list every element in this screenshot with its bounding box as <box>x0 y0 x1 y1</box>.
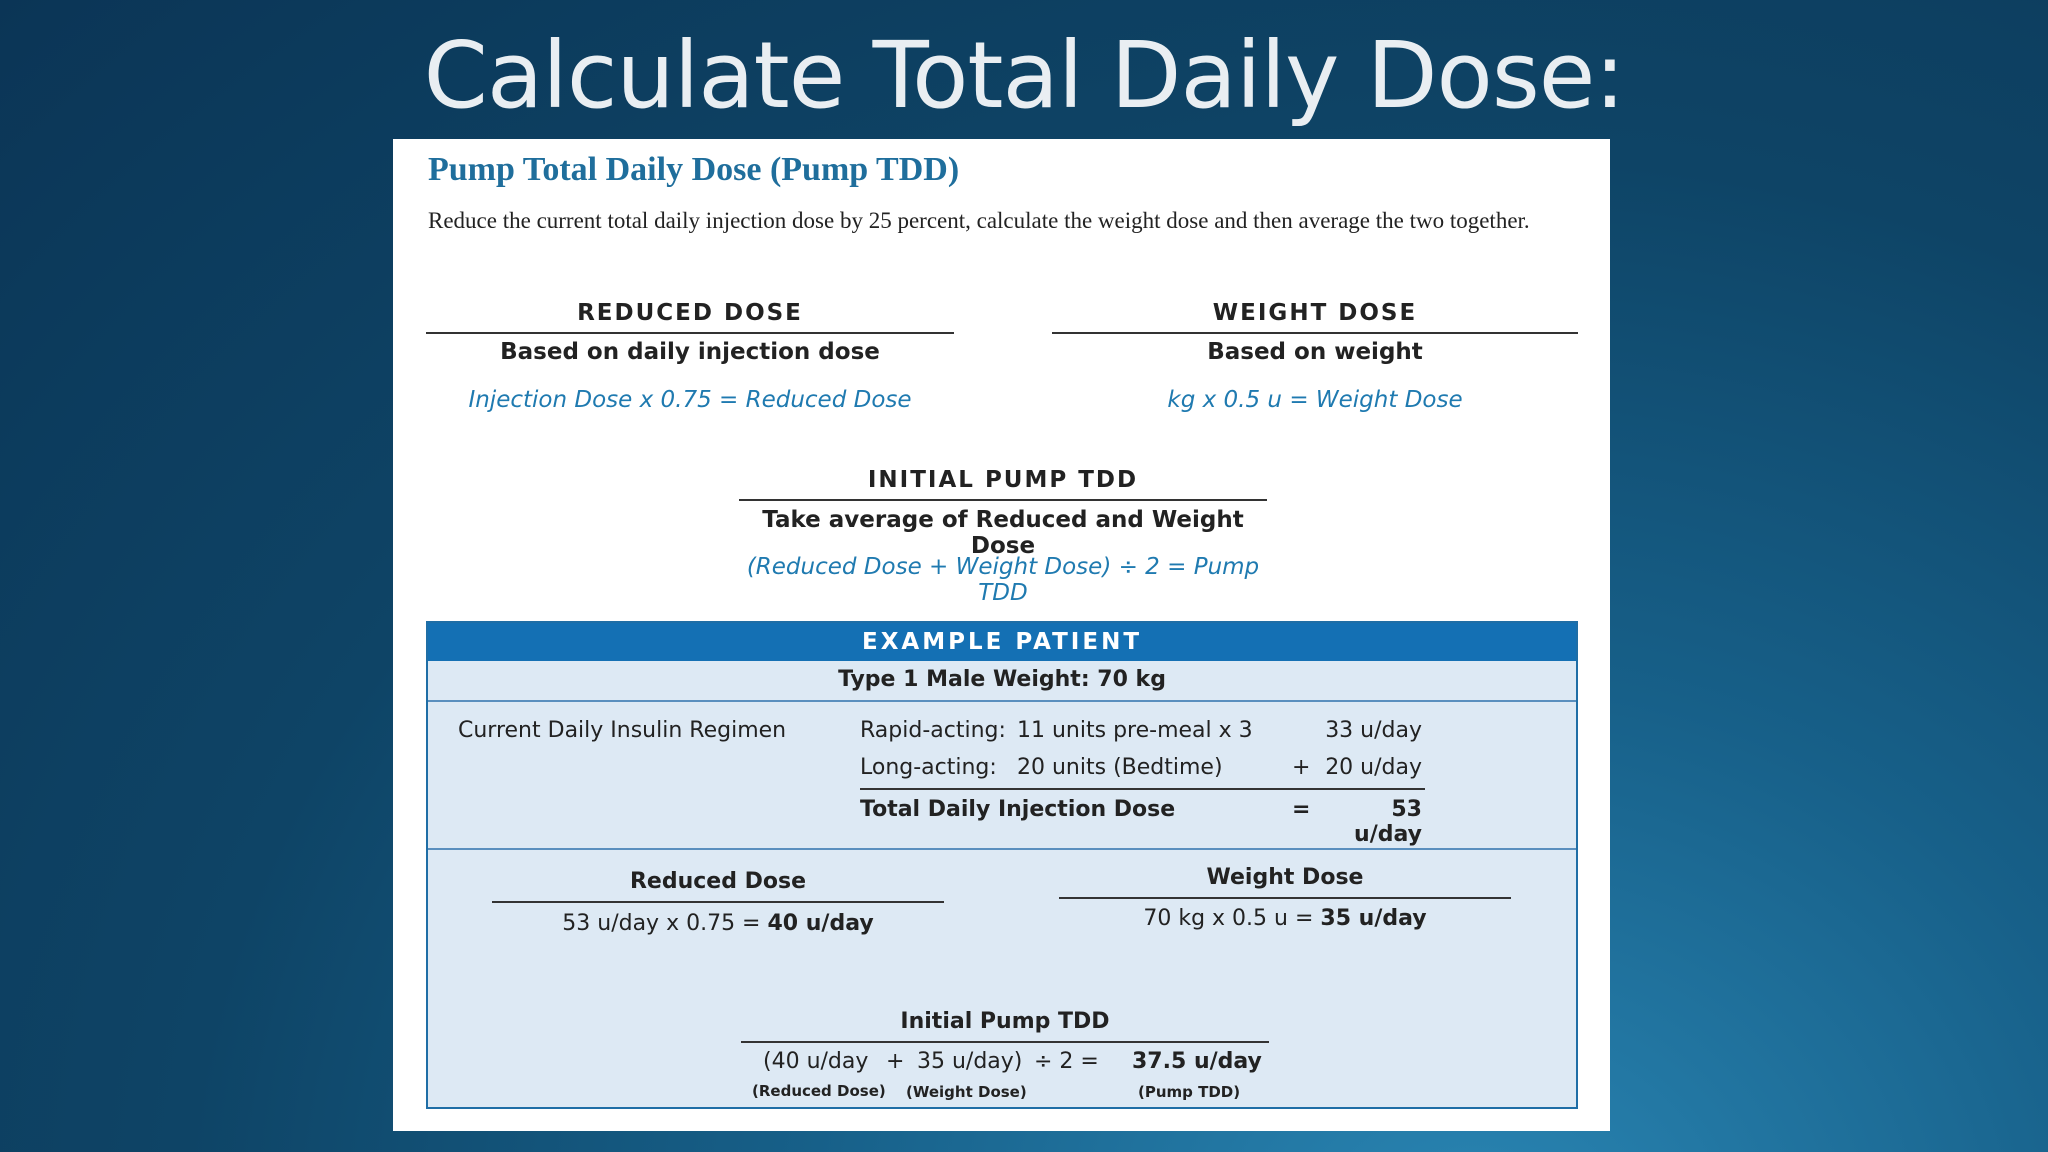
regimen-label: Current Daily Insulin Regimen <box>458 718 787 743</box>
weight-dose-formula: kg x 0.5 u = Weight Dose <box>1167 387 1463 413</box>
rapid-acting-detail: 11 units pre-meal x 3 <box>1017 718 1253 743</box>
example-weight-calc: 70 kg x 0.5 u = 35 u/day <box>1059 906 1511 931</box>
long-acting-detail: 20 units (Bedtime) <box>1017 755 1223 780</box>
example-weight-rule <box>1059 897 1511 899</box>
rapid-acting-label: Rapid-acting: <box>860 718 1006 743</box>
initial-result-note: (Pump TDD) <box>1138 1083 1241 1101</box>
reduced-dose-header: REDUCED DOSE <box>577 300 803 326</box>
example-patient-header: EXAMPLE PATIENT <box>428 623 1576 661</box>
initial-plus: + <box>886 1049 905 1074</box>
intro-text: Reduce the current total daily injection… <box>428 208 1530 233</box>
weight-dose-header: WEIGHT DOSE <box>1212 300 1418 326</box>
initial-b-note: (Weight Dose) <box>906 1083 1027 1101</box>
equals-operator: = <box>1292 797 1311 822</box>
divider <box>428 700 1576 702</box>
initial-pump-tdd-rule <box>739 499 1267 501</box>
reduced-dose-subtitle: Based on daily injection dose <box>500 339 880 365</box>
patient-summary: Type 1 Male Weight: 70 kg <box>838 667 1166 692</box>
reduced-dose-formula: Injection Dose x 0.75 = Reduced Dose <box>468 387 912 413</box>
reduced-calc-result: 40 u/day <box>767 911 874 936</box>
long-acting-value: 20 u/day <box>1325 755 1422 780</box>
initial-a-note: (Reduced Dose) <box>752 1082 886 1100</box>
example-patient-box: EXAMPLE PATIENT Type 1 Male Weight: 70 k… <box>426 621 1578 1109</box>
example-initial-title: Initial Pump TDD <box>900 1009 1110 1034</box>
slide-title: Calculate Total Daily Dose: <box>423 22 1626 129</box>
divider <box>428 848 1576 850</box>
weight-dose-subtitle: Based on weight <box>1207 339 1423 365</box>
example-initial-rule <box>741 1041 1269 1043</box>
plus-operator: + <box>1292 755 1311 780</box>
initial-b: 35 u/day) <box>917 1049 1023 1074</box>
example-reduced-calc: 53 u/day x 0.75 = 40 u/day <box>492 911 944 936</box>
initial-a: (40 u/day <box>763 1049 869 1074</box>
reduced-dose-rule <box>426 332 954 334</box>
initial-divide: ÷ 2 = <box>1034 1049 1099 1074</box>
rapid-acting-value: 33 u/day <box>1325 718 1422 743</box>
sum-rule <box>860 788 1425 790</box>
example-reduced-rule <box>492 901 944 903</box>
tdd-panel: Pump Total Daily Dose (Pump TDD) Reduce … <box>393 139 1610 1131</box>
weight-dose-rule <box>1052 332 1578 334</box>
example-reduced-title: Reduced Dose <box>629 869 807 894</box>
initial-result: 37.5 u/day <box>1132 1049 1262 1074</box>
initial-pump-tdd-header: INITIAL PUMP TDD <box>867 467 1139 493</box>
weight-calc-result: 35 u/day <box>1320 906 1427 931</box>
initial-pump-tdd-subtitle: Take average of Reduced and Weight Dose <box>762 507 1244 559</box>
initial-pump-tdd-formula: (Reduced Dose + Weight Dose) ÷ 2 = Pump … <box>746 554 1260 606</box>
example-weight-title: Weight Dose <box>1206 865 1364 890</box>
weight-calc-expression: 70 kg x 0.5 u = <box>1143 906 1314 931</box>
pump-tdd-title: Pump Total Daily Dose (Pump TDD) <box>428 151 960 188</box>
total-daily-injection-value: 53 u/day <box>1354 797 1422 847</box>
total-daily-injection-label: Total Daily Injection Dose <box>860 797 1176 822</box>
long-acting-label: Long-acting: <box>860 755 997 780</box>
reduced-calc-expression: 53 u/day x 0.75 = <box>562 911 761 936</box>
